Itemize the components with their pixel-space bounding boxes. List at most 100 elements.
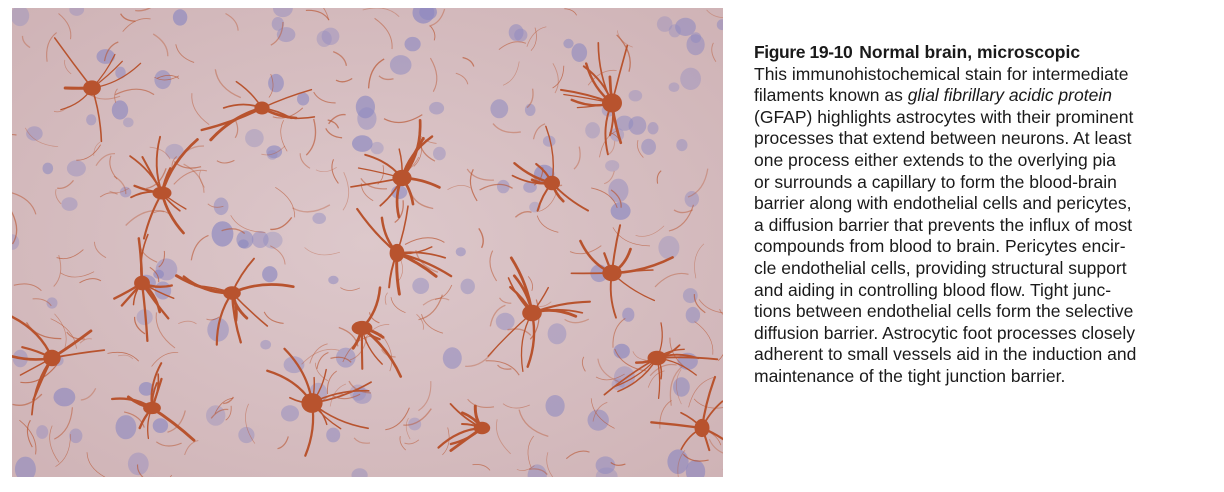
astrocyte [356,205,453,296]
nucleus [667,449,689,475]
nucleus [262,266,278,283]
fiber [528,468,548,476]
fiber [614,348,647,372]
fiber [466,168,494,181]
fiber [275,186,296,218]
fiber [216,159,235,164]
fiber [455,72,469,85]
caption-line: barrier along with endothelial cells and… [754,193,1132,214]
fiber [688,377,714,408]
nucleus [355,95,375,119]
fiber [109,155,118,180]
nucleus [585,122,600,139]
caption-line: (GFAP) highlights astrocytes with their … [754,106,1134,127]
fiber [93,241,107,259]
fiber [309,343,328,364]
fiber [270,217,293,231]
figure-heading: Normal brain, microscopic [859,42,1081,62]
nucleus [66,160,86,177]
fiber [581,356,586,372]
astrocyte [437,403,491,452]
fiber [199,170,205,188]
nucleus [357,107,377,130]
fiber [46,32,57,62]
nucleus [69,428,83,444]
fiber [434,284,453,300]
nucleus [266,145,283,159]
caption-line: one process either extends to the overly… [754,149,1116,170]
nucleus [545,395,565,417]
fiber [492,123,521,134]
nucleus [263,231,283,249]
fiber [315,167,337,173]
nucleus [251,231,269,248]
fiber [378,75,394,81]
fiber [677,449,686,477]
nucleus [412,8,435,24]
fiber [58,13,72,40]
caption-line: processes that extend between neurons. A… [754,128,1132,149]
fiber [590,398,615,429]
fiber [694,243,705,279]
fiber [214,397,234,414]
fiber [636,139,644,158]
fiber [489,304,506,327]
fiber [719,308,723,315]
nucleus [127,452,149,476]
fiber [123,411,145,428]
fiber [404,439,420,445]
nucleus [508,24,524,41]
nucleus [675,17,696,36]
fiber [12,192,37,215]
fiber [516,465,535,471]
caption-line: a diffusion barrier that prevents the in… [754,214,1133,235]
nucleus [490,99,509,119]
fiber [56,249,84,260]
caption-line: diffusion barrier. Astrocytic foot proce… [754,322,1135,343]
fiber [79,338,93,344]
nucleus [429,101,445,115]
fiber [24,127,59,148]
fiber [270,21,284,46]
nucleus [673,377,690,397]
fiber [496,419,511,455]
fiber [527,435,534,468]
fiber [12,211,18,245]
nucleus [46,297,58,309]
nucleus [211,221,234,247]
fiber [221,228,246,235]
nucleus [155,258,178,281]
fiber [399,436,406,451]
fiber [612,227,651,247]
nucleus [647,122,659,135]
fiber [326,370,337,395]
astrocyte [110,362,196,442]
fiber [225,12,239,31]
fiber [447,185,471,191]
nucleus [608,178,629,203]
fiber [291,204,331,213]
astrocyte [570,224,674,319]
fiber [429,57,438,92]
fiber [210,408,229,419]
nucleus [716,19,723,31]
caption-line: maintenance of the tight junction barrie… [754,365,1066,386]
fiber [125,209,165,226]
nucleus [12,234,20,250]
fiber [612,317,626,348]
fiber [518,409,549,438]
fiber [610,189,622,208]
nucleus [658,235,680,260]
fiber [526,88,534,109]
fiber [462,56,475,67]
fiber [155,312,176,349]
fiber [66,331,85,340]
fiber [497,364,512,370]
nucleus [351,468,368,477]
nucleus [682,288,698,304]
fiber [694,321,714,355]
fiber [693,398,723,409]
fiber [322,8,330,20]
fiber [603,170,615,185]
fiber [12,393,43,406]
